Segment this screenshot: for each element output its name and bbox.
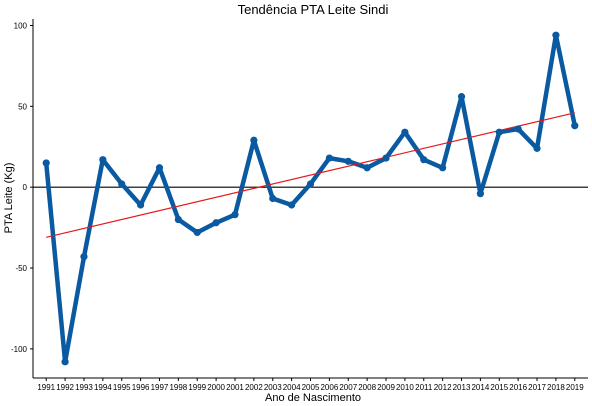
x-tick-label: 2002 <box>245 383 263 392</box>
x-tick-label: 2018 <box>547 383 565 392</box>
x-tick-label: 2014 <box>471 383 489 392</box>
points-layer <box>42 31 579 366</box>
data-point <box>420 156 428 164</box>
data-point <box>212 219 220 227</box>
x-axis-title: Ano de Nascimento <box>265 392 361 404</box>
data-point <box>155 164 164 172</box>
x-tick-label: 2017 <box>528 383 546 392</box>
y-tick-label: 100 <box>14 21 28 30</box>
x-tick-label: 2001 <box>226 383 244 392</box>
trend-line <box>46 112 575 238</box>
data-point <box>80 253 88 261</box>
data-point <box>476 190 484 198</box>
data-point <box>514 125 522 133</box>
chart-title: Tendência PTA Leite Sindi <box>238 2 389 17</box>
data-point <box>288 201 296 209</box>
data-point <box>306 180 315 188</box>
x-tick-label: 2015 <box>490 383 508 392</box>
data-point <box>439 164 447 172</box>
y-tick-label: -50 <box>15 264 27 273</box>
data-point <box>118 180 126 188</box>
x-tick-label: 2012 <box>434 383 452 392</box>
x-tick-label: 1996 <box>132 383 150 392</box>
data-point <box>61 358 69 366</box>
data-point <box>231 211 239 219</box>
x-tick-label: 2005 <box>302 383 320 392</box>
data-point <box>571 122 579 130</box>
x-tick-label: 1992 <box>56 383 74 392</box>
data-point <box>457 93 466 101</box>
y-tick-label: 0 <box>23 183 28 192</box>
x-tick-label: 2004 <box>283 383 301 392</box>
data-point <box>552 31 560 39</box>
data-point <box>269 194 277 203</box>
data-point <box>99 156 107 164</box>
data-point <box>193 228 201 237</box>
x-tick-label: 2010 <box>396 383 414 392</box>
data-point <box>363 164 371 172</box>
x-tick-label: 2008 <box>358 383 376 392</box>
y-axis: -100 -50 0 50 100 <box>11 19 34 378</box>
x-tick-label: 2016 <box>509 383 527 392</box>
x-tick-label: 2006 <box>320 383 338 392</box>
x-axis: 1991 1992 1993 1994 1995 1996 1997 1998 1999 2000… <box>33 377 588 392</box>
series-line <box>43 32 578 365</box>
data-point <box>495 128 503 136</box>
x-tick-label: 2000 <box>207 383 225 392</box>
data-point <box>42 159 50 167</box>
x-tick-label: 2013 <box>453 383 471 392</box>
series-layer <box>43 32 578 365</box>
data-point <box>250 136 258 144</box>
x-tick-label: 2019 <box>566 383 584 392</box>
y-tick-label: 50 <box>18 102 27 111</box>
y-axis-title: PTA Leite (Kg) <box>3 163 15 234</box>
x-tick-label: 2011 <box>415 383 433 392</box>
y-tick-label: -100 <box>11 345 28 354</box>
x-tick-label: 1998 <box>169 383 187 392</box>
data-point <box>137 201 145 209</box>
x-tick-label: 1993 <box>75 383 93 392</box>
data-point <box>382 154 390 162</box>
data-point <box>325 154 333 162</box>
x-tick-label: 2003 <box>264 383 282 392</box>
x-tick-label: 1999 <box>188 383 206 392</box>
data-point <box>344 157 352 165</box>
x-tick-label: 1997 <box>151 383 169 392</box>
x-tick-label: 2007 <box>339 383 357 392</box>
x-tick-label: 1994 <box>94 383 112 392</box>
x-tick-label: 2009 <box>377 383 395 392</box>
x-tick-label: 1995 <box>113 383 131 392</box>
data-point <box>174 215 182 224</box>
x-tick-label: 1991 <box>37 383 55 392</box>
data-point <box>533 144 541 152</box>
data-point <box>401 128 409 136</box>
